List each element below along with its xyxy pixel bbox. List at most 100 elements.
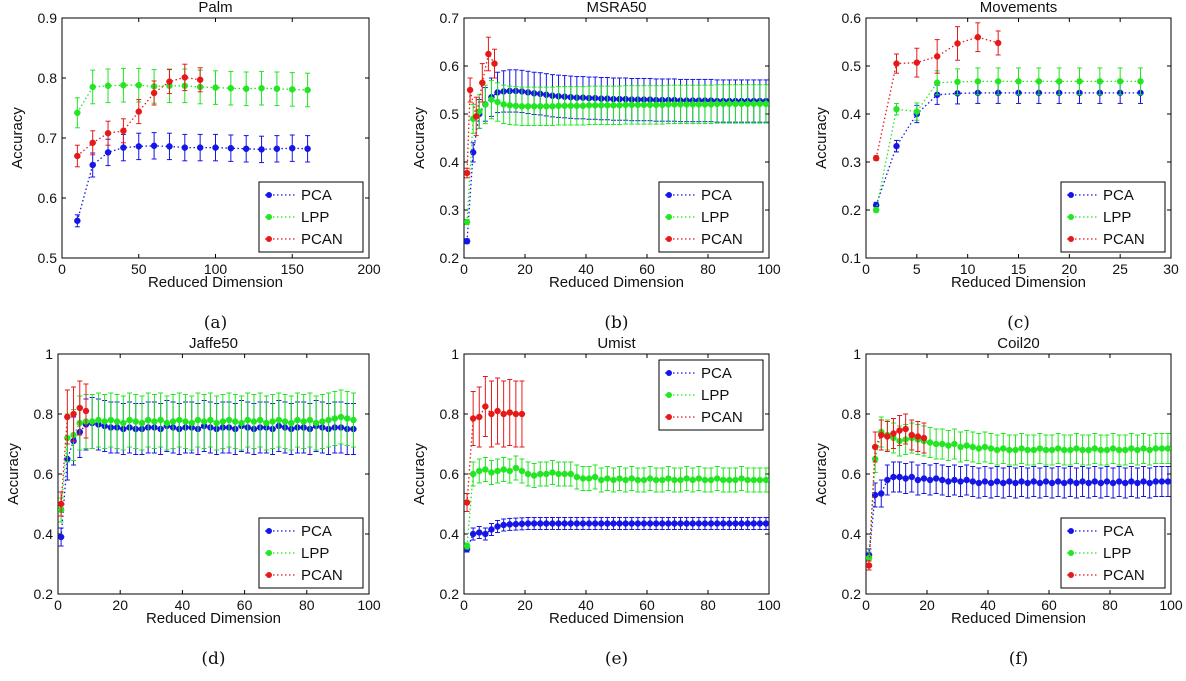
data-point [200,418,208,425]
data-point [975,479,983,487]
data-point [738,475,745,482]
data-point [1042,446,1050,454]
data-point [120,81,127,89]
data-point [1109,445,1117,452]
data-point [987,479,995,487]
y-tick-label: 0.2 [440,250,460,266]
subfigure-caption: (f) [1009,649,1029,669]
data-point [713,475,721,482]
data-point [640,101,648,109]
data-point [64,413,71,421]
legend-label: LPP [1103,209,1131,226]
x-tick-label: 15 [1011,261,1027,277]
legend: PCA LPP PCAN [258,181,364,253]
data-point [555,470,562,478]
data-point [238,419,245,427]
legend-marker [266,236,272,242]
data-point [689,520,696,527]
data-point [482,466,489,473]
data-point [683,520,690,527]
data-point [902,475,909,482]
data-point [974,78,982,85]
y-axis-label: Accuracy [9,107,26,169]
data-point [113,418,121,425]
data-point [1048,479,1056,487]
data-point [1018,445,1025,452]
data-point [1067,478,1074,485]
data-point [932,475,940,482]
data-point [1109,479,1117,487]
legend-label: LPP [701,209,729,226]
data-point [549,520,556,527]
data-point [954,40,961,47]
data-point [1140,478,1147,485]
legend-box [658,359,764,431]
legend-marker [266,192,272,198]
data-point [878,490,885,497]
data-point [585,520,593,527]
data-point [482,101,489,108]
y-tick-label: 0.7 [38,130,58,146]
data-point [707,476,715,484]
data-point [756,520,764,527]
data-point [537,103,544,110]
chart-title: Umist [597,335,636,352]
data-point [1137,78,1144,85]
data-point [1036,445,1044,452]
chart-msra50: MSRA50 0 20 40 60 80 100 0.2 0.3 0.4 0.5 0.6 0.7 Redu… [411,0,781,333]
data-point [182,418,189,425]
data-point [135,81,142,89]
data-point [1134,479,1141,487]
data-point [95,416,102,424]
data-point [604,102,611,109]
data-point [1115,446,1123,454]
data-point [225,416,233,424]
data-point [1152,445,1159,452]
data-point [494,98,501,106]
data-point [933,53,941,60]
data-point [628,101,635,109]
series-lpp [872,67,1144,214]
data-point [726,100,733,108]
data-point [1134,446,1141,454]
data-point [896,427,903,434]
data-point [555,102,562,110]
data-point [573,473,581,481]
subfigure-caption: (e) [605,649,628,669]
data-point [591,520,599,527]
data-point [598,520,605,527]
data-point [640,520,648,527]
data-point [512,464,520,472]
data-point [689,101,696,108]
data-point [524,103,532,110]
x-tick-label: 80 [700,597,716,613]
x-tick-label: 60 [639,261,655,277]
data-point [893,105,900,113]
data-point [524,470,532,478]
data-point [1128,445,1135,452]
data-point [219,418,227,425]
x-tick-label: 0 [460,597,468,613]
data-point [567,102,574,110]
data-point [150,89,158,97]
data-point [1076,78,1083,85]
data-point [756,100,764,108]
data-point [914,476,922,484]
series-pca [464,517,769,553]
x-tick-label: 50 [131,261,147,277]
data-point [713,520,721,527]
data-point [469,149,477,156]
y-tick-label: 0.2 [440,586,460,602]
data-point [1140,445,1147,452]
x-axis-label: Reduced Dimension [146,610,281,627]
data-point [188,419,195,427]
data-point [512,410,520,418]
data-point [1073,479,1080,487]
legend-marker [666,192,672,198]
data-point [331,415,339,422]
y-tick-label: 0.2 [842,202,862,218]
legend-label: PCA [301,523,332,540]
data-point [464,237,471,245]
data-point [176,416,183,424]
data-point [500,466,507,473]
